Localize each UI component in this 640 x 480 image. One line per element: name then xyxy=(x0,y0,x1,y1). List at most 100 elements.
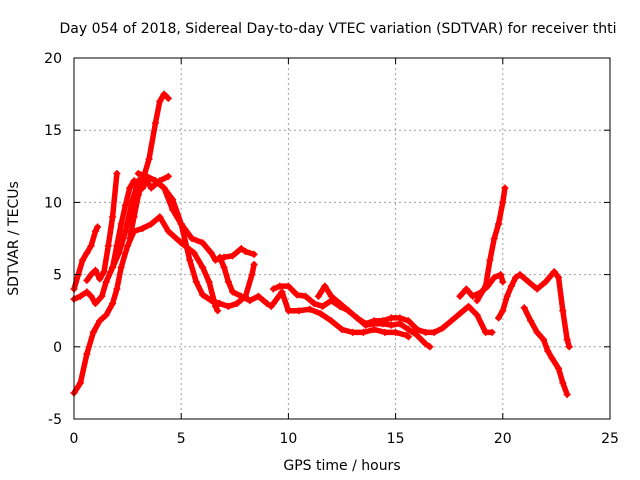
data-point xyxy=(563,336,571,344)
data-point xyxy=(490,235,498,242)
y-tick-label: -5 xyxy=(48,412,62,428)
data-point xyxy=(542,278,550,286)
data-point xyxy=(104,242,112,250)
data-point xyxy=(160,184,168,192)
data-point xyxy=(205,278,213,286)
data-point xyxy=(482,282,490,290)
data-point xyxy=(134,191,142,199)
data-point xyxy=(83,350,91,358)
data-point xyxy=(91,266,99,274)
data-point xyxy=(387,321,395,329)
data-point xyxy=(381,328,389,336)
data-point xyxy=(87,292,95,300)
data-point xyxy=(83,288,91,296)
data-point xyxy=(499,278,507,286)
data-point xyxy=(229,288,237,296)
y-tick-label: 10 xyxy=(44,195,62,211)
data-point xyxy=(207,297,215,305)
data-point xyxy=(199,239,207,247)
x-tick-label: 5 xyxy=(177,431,186,447)
y-tick-label: 20 xyxy=(44,51,62,67)
x-tick-label: 15 xyxy=(387,431,405,447)
data-point xyxy=(490,273,498,281)
data-point xyxy=(359,328,367,336)
data-point xyxy=(525,278,533,286)
series-arc-14 xyxy=(495,268,573,351)
data-point xyxy=(426,343,434,351)
data-point xyxy=(422,328,430,336)
data-point xyxy=(533,328,541,336)
data-point xyxy=(216,299,224,307)
data-point xyxy=(473,311,481,319)
y-tick-label: 15 xyxy=(44,123,62,139)
data-point xyxy=(237,245,245,253)
data-point xyxy=(278,288,286,296)
data-point xyxy=(464,302,472,310)
data-point xyxy=(139,177,147,185)
x-axis-label: GPS time / hours xyxy=(283,458,400,474)
data-point xyxy=(503,292,511,300)
data-point xyxy=(109,213,117,221)
data-point xyxy=(317,310,325,318)
data-point xyxy=(164,94,172,102)
data-point xyxy=(113,242,121,250)
data-point xyxy=(293,291,301,299)
data-point xyxy=(214,307,222,315)
data-point xyxy=(392,328,400,336)
data-point xyxy=(439,324,447,332)
data-point xyxy=(151,177,159,185)
series-arc-13 xyxy=(473,184,509,305)
data-point xyxy=(353,314,361,322)
data-point xyxy=(94,223,102,231)
data-point xyxy=(124,242,132,250)
data-point xyxy=(229,252,237,260)
data-point xyxy=(87,271,95,279)
series-line xyxy=(109,173,172,271)
data-point xyxy=(117,263,125,271)
data-point xyxy=(190,249,198,257)
data-point xyxy=(396,314,404,322)
data-point xyxy=(126,184,134,192)
data-point xyxy=(250,250,258,258)
data-point xyxy=(512,273,520,281)
data-point xyxy=(177,220,185,228)
data-point xyxy=(250,260,258,268)
data-point xyxy=(370,325,378,333)
y-axis-label: SDTVAR / TECUs xyxy=(6,181,22,296)
data-point xyxy=(98,292,106,300)
data-point xyxy=(248,271,256,279)
data-point xyxy=(96,275,104,283)
data-point xyxy=(269,299,277,307)
data-point xyxy=(192,278,200,286)
data-point xyxy=(242,247,250,255)
data-point xyxy=(404,325,412,333)
data-point xyxy=(121,227,129,235)
series-arc-1 xyxy=(70,213,222,397)
data-point xyxy=(314,292,322,300)
data-point xyxy=(233,299,241,307)
grid xyxy=(74,58,610,419)
data-point xyxy=(327,317,335,325)
data-point xyxy=(404,317,412,325)
data-point xyxy=(306,305,314,313)
data-point xyxy=(520,304,528,312)
data-point xyxy=(413,325,421,333)
data-point xyxy=(156,213,164,221)
data-point xyxy=(207,249,215,257)
data-point xyxy=(164,172,172,180)
data-point xyxy=(212,256,220,264)
data-point xyxy=(344,307,352,315)
data-point xyxy=(349,328,357,336)
data-point xyxy=(559,379,567,387)
data-point xyxy=(501,184,509,192)
data-point xyxy=(404,333,412,341)
data-point xyxy=(134,170,142,178)
data-point xyxy=(237,292,245,300)
x-tick-label: 0 xyxy=(70,431,79,447)
data-point xyxy=(422,340,430,348)
data-point xyxy=(488,328,496,336)
data-point xyxy=(102,311,110,319)
data-point xyxy=(109,299,117,307)
data-point xyxy=(220,263,228,271)
